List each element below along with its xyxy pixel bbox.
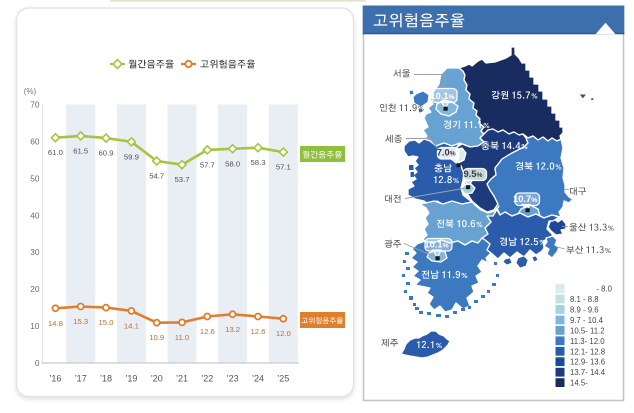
svg-text:7.0%: 7.0% — [437, 148, 456, 158]
svg-text:9.7 - 10.4: 9.7 - 10.4 — [570, 316, 604, 325]
svg-text:70: 70 — [30, 100, 40, 110]
svg-text:’16: ’16 — [49, 374, 61, 384]
svg-text:30: 30 — [30, 247, 40, 257]
svg-text:61.5: 61.5 — [73, 146, 88, 155]
svg-text:’18: ’18 — [100, 374, 112, 384]
svg-text:15.0: 15.0 — [99, 318, 114, 327]
svg-text:’25: ’25 — [277, 374, 289, 384]
svg-text:14.1: 14.1 — [124, 321, 139, 330]
svg-text:12.1- 12.8: 12.1- 12.8 — [570, 347, 605, 356]
svg-text:8.9 - 9.6: 8.9 - 9.6 — [570, 306, 599, 315]
svg-text:14.5-: 14.5- — [570, 379, 588, 388]
svg-text:53.7: 53.7 — [175, 175, 190, 184]
svg-text:59.9: 59.9 — [124, 152, 139, 161]
svg-text:’19: ’19 — [125, 374, 137, 384]
svg-text:10.1%: 10.1% — [424, 240, 448, 250]
svg-text:- 8.0: - 8.0 — [596, 285, 612, 294]
svg-text:40: 40 — [30, 210, 40, 220]
svg-text:10.7%: 10.7% — [513, 194, 537, 204]
svg-text:’20: ’20 — [151, 374, 163, 384]
svg-text:12.9- 13.6: 12.9- 13.6 — [570, 358, 605, 367]
svg-text:50: 50 — [30, 173, 40, 183]
svg-text:15.3: 15.3 — [73, 317, 88, 326]
svg-text:61.0: 61.0 — [48, 148, 63, 157]
svg-text:’22: ’22 — [201, 374, 213, 384]
svg-text:0: 0 — [35, 358, 40, 368]
svg-text:60.9: 60.9 — [99, 149, 114, 158]
svg-text:13.2: 13.2 — [225, 325, 240, 334]
svg-text:11.3- 12.0: 11.3- 12.0 — [570, 337, 605, 346]
svg-text:57.7: 57.7 — [200, 160, 215, 169]
svg-text:58.0: 58.0 — [225, 159, 240, 168]
svg-text:10.5- 11.2: 10.5- 11.2 — [570, 326, 605, 335]
svg-text:9.5%: 9.5% — [464, 169, 483, 179]
svg-text:11.0: 11.0 — [175, 333, 189, 342]
svg-text:12.6: 12.6 — [251, 327, 266, 336]
svg-text:20: 20 — [30, 284, 40, 294]
svg-text:54.7: 54.7 — [149, 172, 164, 181]
svg-text:14.8: 14.8 — [48, 319, 63, 328]
svg-text:60: 60 — [30, 136, 40, 146]
svg-text:’23: ’23 — [227, 374, 239, 384]
svg-text:8.1 - 8.8: 8.1 - 8.8 — [570, 295, 599, 304]
svg-text:13.7- 14.4: 13.7- 14.4 — [570, 368, 606, 377]
svg-text:’21: ’21 — [176, 374, 188, 384]
svg-text:’24: ’24 — [252, 374, 264, 384]
svg-text:(%): (%) — [24, 87, 37, 96]
svg-text:10.1%: 10.1% — [430, 91, 454, 101]
svg-text:10: 10 — [30, 321, 40, 331]
svg-text:12.6: 12.6 — [200, 327, 215, 336]
svg-text:10.9: 10.9 — [149, 333, 164, 342]
svg-text:58.3: 58.3 — [251, 158, 266, 167]
svg-text:12.0: 12.0 — [276, 329, 291, 338]
svg-text:’17: ’17 — [75, 374, 87, 384]
svg-text:57.1: 57.1 — [276, 163, 291, 172]
